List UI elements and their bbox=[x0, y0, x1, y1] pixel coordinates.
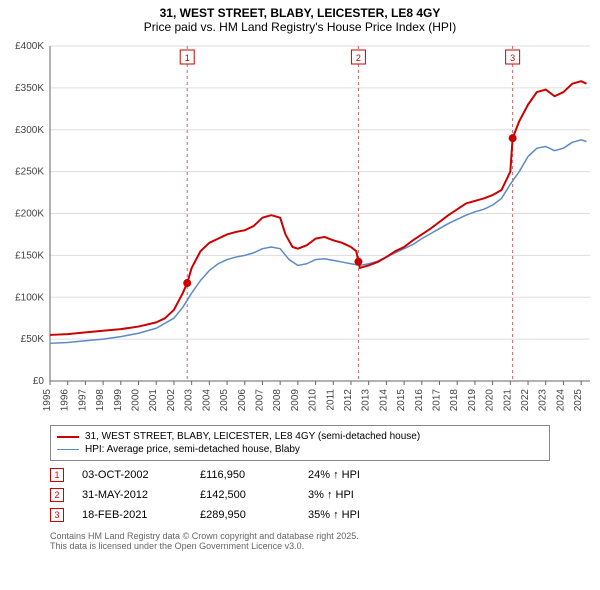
svg-text:2010: 2010 bbox=[308, 389, 319, 412]
legend-item: HPI: Average price, semi-detached house,… bbox=[57, 443, 543, 456]
svg-text:2025: 2025 bbox=[573, 389, 584, 412]
svg-text:2000: 2000 bbox=[131, 389, 142, 412]
svg-text:2014: 2014 bbox=[378, 389, 389, 412]
title-address: 31, WEST STREET, BLABY, LEICESTER, LE8 4… bbox=[0, 6, 600, 20]
svg-text:2021: 2021 bbox=[502, 389, 513, 412]
sale-diff: 3% ↑ HPI bbox=[308, 489, 408, 501]
svg-text:£250K: £250K bbox=[15, 167, 44, 178]
svg-text:1997: 1997 bbox=[77, 389, 88, 412]
svg-text:2002: 2002 bbox=[166, 389, 177, 412]
svg-text:2011: 2011 bbox=[325, 389, 336, 411]
svg-text:2012: 2012 bbox=[343, 389, 354, 412]
sale-price: £289,950 bbox=[200, 509, 290, 521]
svg-text:2017: 2017 bbox=[432, 389, 443, 412]
chart-header: 31, WEST STREET, BLABY, LEICESTER, LE8 4… bbox=[0, 0, 600, 36]
svg-text:2009: 2009 bbox=[290, 389, 301, 412]
title-subtitle: Price paid vs. HM Land Registry's House … bbox=[0, 20, 600, 34]
footer: Contains HM Land Registry data © Crown c… bbox=[50, 531, 550, 551]
sale-date: 03-OCT-2002 bbox=[82, 469, 182, 481]
price-chart: £0 £50K £100K £150K £200K £250K £300K £350K £400… bbox=[0, 36, 600, 421]
legend-swatch bbox=[57, 449, 79, 451]
svg-text:2018: 2018 bbox=[449, 389, 460, 412]
sale-marker: 1 bbox=[50, 468, 64, 482]
chart-area: £0 £50K £100K £150K £200K £250K £300K £350K £400… bbox=[0, 36, 600, 421]
legend-label: 31, WEST STREET, BLABY, LEICESTER, LE8 4… bbox=[85, 431, 420, 442]
sale-row: 2 31-MAY-2012 £142,500 3% ↑ HPI bbox=[50, 485, 550, 505]
sale-row: 1 03-OCT-2002 £116,950 24% ↑ HPI bbox=[50, 465, 550, 485]
sale-row: 3 18-FEB-2021 £289,950 35% ↑ HPI bbox=[50, 505, 550, 525]
svg-text:2005: 2005 bbox=[219, 389, 230, 412]
sale-date: 31-MAY-2012 bbox=[82, 489, 182, 501]
svg-text:£50K: £50K bbox=[21, 334, 45, 345]
footer-line1: Contains HM Land Registry data © Crown c… bbox=[50, 531, 550, 541]
svg-text:2023: 2023 bbox=[538, 389, 549, 412]
svg-text:2016: 2016 bbox=[414, 389, 425, 412]
svg-text:£400K: £400K bbox=[15, 41, 44, 52]
sale-price: £116,950 bbox=[200, 469, 290, 481]
svg-text:2006: 2006 bbox=[237, 389, 248, 412]
sale-diff: 35% ↑ HPI bbox=[308, 509, 408, 521]
svg-text:£100K: £100K bbox=[15, 292, 44, 303]
svg-text:3: 3 bbox=[510, 53, 515, 63]
legend-item: 31, WEST STREET, BLABY, LEICESTER, LE8 4… bbox=[57, 430, 543, 443]
svg-text:1996: 1996 bbox=[60, 389, 71, 412]
svg-text:1998: 1998 bbox=[95, 389, 106, 412]
svg-text:2007: 2007 bbox=[254, 389, 265, 412]
svg-text:2015: 2015 bbox=[396, 389, 407, 412]
svg-text:2019: 2019 bbox=[467, 389, 478, 412]
svg-text:2024: 2024 bbox=[555, 389, 566, 412]
svg-text:£300K: £300K bbox=[15, 125, 44, 136]
legend: 31, WEST STREET, BLABY, LEICESTER, LE8 4… bbox=[50, 425, 550, 461]
sale-marker: 2 bbox=[50, 488, 64, 502]
svg-text:2001: 2001 bbox=[148, 389, 159, 412]
svg-text:1999: 1999 bbox=[113, 389, 124, 412]
svg-text:2013: 2013 bbox=[361, 389, 372, 412]
svg-text:2020: 2020 bbox=[485, 389, 496, 412]
svg-text:£350K: £350K bbox=[15, 83, 44, 94]
legend-label: HPI: Average price, semi-detached house,… bbox=[85, 444, 300, 455]
svg-text:1: 1 bbox=[185, 53, 190, 63]
legend-swatch bbox=[57, 436, 79, 438]
svg-text:2004: 2004 bbox=[201, 389, 212, 412]
svg-text:£0: £0 bbox=[33, 376, 45, 387]
svg-text:1995: 1995 bbox=[42, 389, 53, 412]
sale-diff: 24% ↑ HPI bbox=[308, 469, 408, 481]
sales-table: 1 03-OCT-2002 £116,950 24% ↑ HPI 2 31-MAY-201… bbox=[50, 465, 550, 525]
sale-price: £142,500 bbox=[200, 489, 290, 501]
sale-marker: 3 bbox=[50, 508, 64, 522]
svg-text:2008: 2008 bbox=[272, 389, 283, 412]
svg-text:2: 2 bbox=[356, 53, 361, 63]
sale-date: 18-FEB-2021 bbox=[82, 509, 182, 521]
svg-text:£200K: £200K bbox=[15, 209, 44, 220]
footer-line2: This data is licensed under the Open Gov… bbox=[50, 541, 550, 551]
svg-text:2022: 2022 bbox=[520, 389, 531, 412]
svg-text:£150K: £150K bbox=[15, 250, 44, 261]
svg-text:2003: 2003 bbox=[184, 389, 195, 412]
